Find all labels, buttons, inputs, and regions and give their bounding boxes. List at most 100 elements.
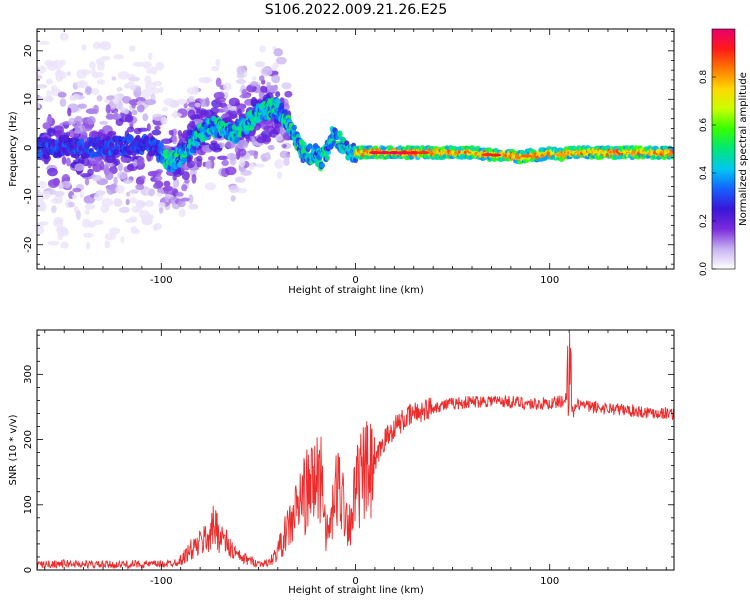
spectrogram-blob — [158, 86, 164, 94]
spectrogram-blob — [223, 82, 232, 91]
colorbar-tick-label: 0.0 — [699, 262, 709, 277]
spectrogram-blob — [88, 61, 96, 69]
spectrogram-blob — [145, 200, 155, 208]
spectrogram-blob — [240, 169, 252, 176]
spectrogram-blob — [225, 166, 237, 176]
spectrogram-blob — [161, 107, 169, 112]
spectrogram-x-axis-label: Height of straight line (km) — [288, 285, 424, 296]
spectrogram-blob — [260, 85, 266, 93]
spectrogram-x-tick-label: 0 — [352, 275, 358, 286]
spectrogram-blob — [101, 197, 114, 207]
spectrogram-blob — [151, 129, 162, 136]
spectrogram-blob — [106, 184, 116, 195]
spectrogram-blob — [222, 113, 230, 118]
spectrogram-blob — [136, 104, 145, 113]
spectrogram-ridge-cell — [671, 147, 674, 152]
spectrogram-blob — [105, 171, 114, 181]
spectrogram-blob — [221, 159, 229, 167]
spectrogram-blob — [59, 32, 69, 41]
spectrogram-blob — [113, 198, 123, 207]
spectrogram-blob — [230, 195, 236, 202]
spectrogram-y-tick-label: 0 — [23, 145, 34, 151]
spectrogram-blob — [60, 241, 69, 249]
spectrogram-ridge-cell — [282, 109, 289, 116]
spectrogram-blob — [234, 176, 246, 183]
spectrogram-blob — [65, 157, 71, 167]
colorbar-label: Normalized spectral amplitude — [738, 72, 749, 226]
spectrogram-blob — [171, 134, 178, 145]
spectrogram-blob — [155, 61, 165, 71]
spectrogram-blob — [74, 163, 85, 172]
spectrogram-blob — [144, 99, 157, 106]
spectrogram-blob — [113, 176, 118, 185]
spectrogram-blob — [191, 173, 197, 184]
spectrogram-blob — [152, 80, 163, 87]
spectrogram-blob — [140, 89, 152, 99]
spectrogram-blob — [46, 116, 53, 126]
spectrogram-ridge-cell — [79, 138, 85, 145]
spectrogram-blob — [130, 197, 138, 204]
spectrogram-blob — [254, 60, 266, 68]
spectrogram-blob — [178, 208, 186, 218]
snr-y-tick-label: 200 — [23, 430, 34, 449]
spectrogram-blob — [191, 120, 196, 129]
spectrogram-blob — [132, 61, 145, 67]
spectrogram-blob — [127, 126, 135, 133]
spectrogram-blob — [86, 241, 91, 250]
spectrogram-blob — [154, 125, 161, 130]
spectrogram-hotspot — [555, 152, 568, 157]
spectrogram-blob — [92, 174, 103, 182]
spectrogram-blob — [192, 85, 199, 96]
spectrogram-blob — [236, 108, 242, 116]
spectrogram-blob — [59, 98, 67, 107]
spectrogram-blob — [118, 162, 123, 172]
spectrogram-blob — [109, 227, 121, 235]
spectrogram-blob — [96, 95, 103, 102]
colorbar-frame — [711, 28, 736, 270]
spectrogram-hotspot — [520, 154, 533, 158]
spectrogram-blob — [215, 77, 222, 87]
snr-panel: -100 0 100 0 100 200 300 Height of straight li… — [8, 329, 675, 596]
spectrogram-blob — [55, 227, 68, 232]
spectrogram-blob — [237, 148, 247, 157]
spectrogram-ridge-cell — [114, 148, 120, 155]
spectrogram-hotspot — [378, 151, 391, 155]
spectrogram-blob — [125, 198, 130, 206]
spectrogram-blob — [58, 182, 64, 190]
spectrogram-blob — [224, 91, 229, 99]
colorbar-tick-label: 0.2 — [699, 214, 709, 228]
spectrogram-ridge-cell — [37, 152, 43, 159]
spectrogram-blob — [205, 97, 210, 107]
spectrogram-blob — [236, 139, 249, 150]
spectrogram-blob — [205, 160, 213, 169]
spectrogram-hotspot — [417, 151, 430, 155]
spectrogram-blob — [117, 171, 128, 180]
spectrogram-blob — [81, 44, 87, 51]
spectrogram-blob — [60, 59, 66, 66]
spectrogram-y-tick-label: 20 — [23, 44, 34, 57]
spectrogram-blob — [116, 86, 123, 92]
spectrogram-blob — [96, 79, 106, 85]
spectrogram-blob — [159, 206, 164, 214]
spectrogram-hotspot — [368, 151, 381, 155]
spectrogram-ridge-cell — [337, 130, 343, 137]
spectrogram-blob — [253, 150, 258, 160]
spectrogram-blob — [78, 80, 88, 88]
spectrogram-blob — [144, 214, 155, 220]
spectrogram-blob — [180, 197, 190, 202]
spectrogram-blob — [37, 198, 45, 209]
snr-x-tick-label: 0 — [352, 576, 358, 587]
spectrogram-blob — [258, 75, 265, 82]
spectrogram-blob — [263, 125, 275, 131]
snr-plot-area — [37, 330, 674, 570]
spectrogram-blob — [74, 115, 84, 125]
spectrogram-blob — [50, 205, 57, 214]
spectrogram-y-tick-label: -20 — [23, 237, 34, 253]
spectrogram-blob — [130, 226, 138, 234]
spectrogram-blob — [82, 156, 90, 167]
spectrogram-blob — [131, 109, 138, 116]
spectrogram-blob — [177, 200, 186, 208]
spectrogram-blob — [186, 160, 195, 169]
spectrogram-blob — [175, 192, 184, 197]
spectrogram-blob — [261, 137, 271, 143]
